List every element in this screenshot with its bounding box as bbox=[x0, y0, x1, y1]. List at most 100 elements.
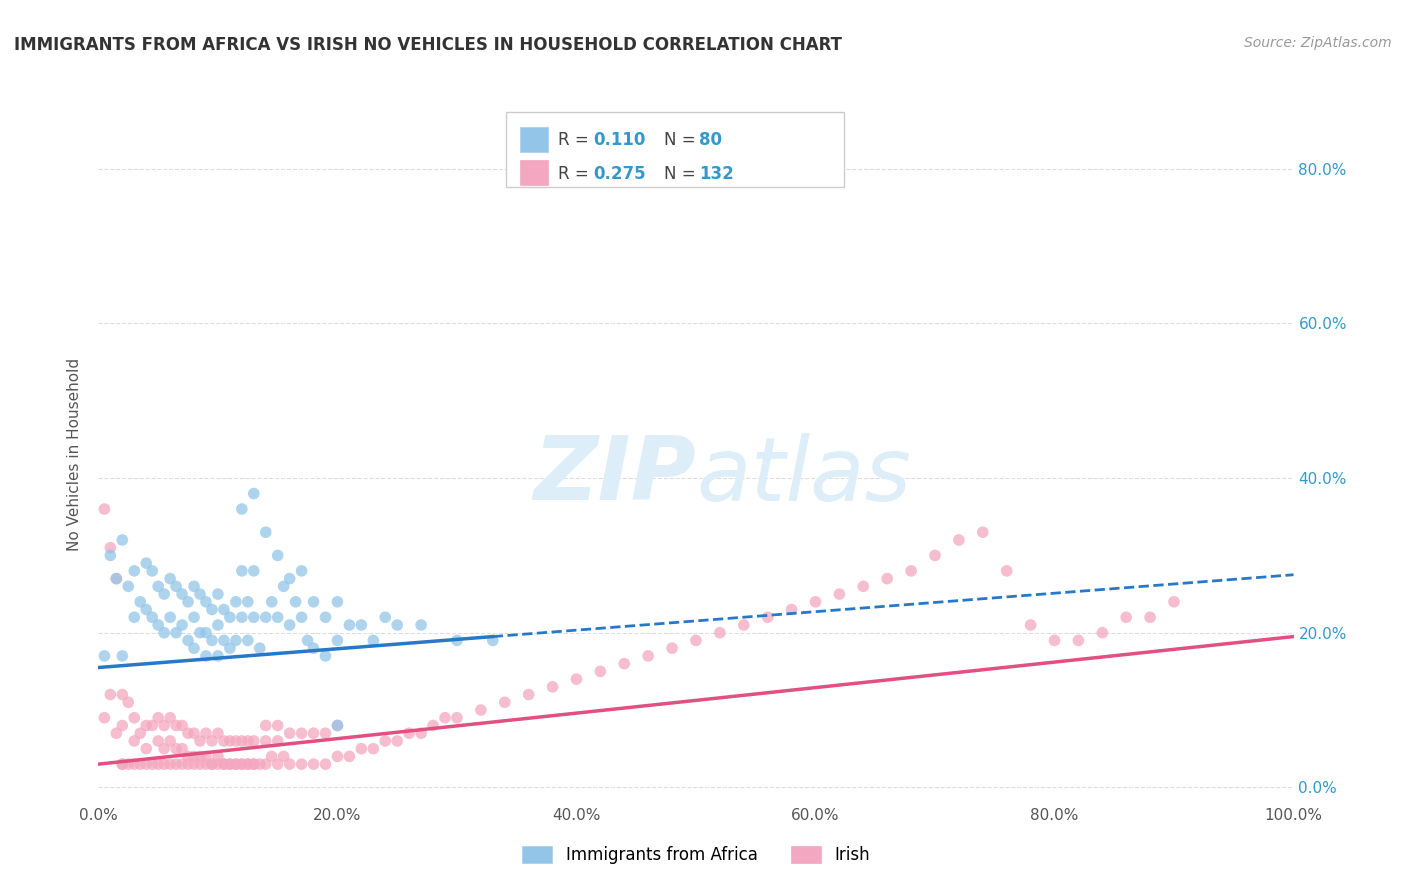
Point bbox=[243, 734, 266, 748]
Point bbox=[1067, 633, 1090, 648]
Point bbox=[212, 602, 235, 616]
Point bbox=[225, 734, 247, 748]
Point bbox=[1019, 618, 1042, 632]
Point bbox=[297, 633, 319, 648]
Point bbox=[326, 749, 349, 764]
Point bbox=[165, 718, 187, 732]
Point bbox=[165, 579, 187, 593]
Text: atlas: atlas bbox=[696, 433, 911, 519]
Point bbox=[207, 618, 229, 632]
Point bbox=[225, 633, 247, 648]
Point bbox=[98, 549, 122, 563]
Point bbox=[828, 587, 851, 601]
Point bbox=[207, 587, 229, 601]
Point bbox=[278, 757, 301, 772]
Point bbox=[201, 734, 224, 748]
Point bbox=[273, 749, 295, 764]
Point bbox=[995, 564, 1018, 578]
Point bbox=[972, 525, 994, 540]
Point bbox=[422, 718, 444, 732]
Point bbox=[243, 486, 266, 500]
Point bbox=[172, 718, 194, 732]
Point bbox=[129, 757, 152, 772]
Point bbox=[291, 726, 314, 740]
Point bbox=[124, 711, 146, 725]
Point bbox=[339, 749, 361, 764]
Point bbox=[517, 688, 540, 702]
Point bbox=[225, 595, 247, 609]
Point bbox=[249, 641, 271, 656]
Point bbox=[117, 757, 139, 772]
Point bbox=[326, 633, 349, 648]
Point bbox=[148, 757, 170, 772]
Point bbox=[1139, 610, 1161, 624]
Point bbox=[243, 757, 266, 772]
Point bbox=[195, 726, 218, 740]
Point bbox=[195, 648, 218, 663]
Point bbox=[183, 726, 205, 740]
Text: 0.110: 0.110 bbox=[593, 131, 645, 149]
Point bbox=[260, 595, 283, 609]
Point bbox=[105, 572, 128, 586]
Point bbox=[172, 757, 194, 772]
Point bbox=[153, 718, 176, 732]
Point bbox=[172, 741, 194, 756]
Point bbox=[756, 610, 779, 624]
Point bbox=[135, 718, 157, 732]
Point bbox=[733, 618, 755, 632]
Point bbox=[188, 587, 211, 601]
Point bbox=[201, 602, 224, 616]
Point bbox=[111, 718, 134, 732]
Point bbox=[900, 564, 922, 578]
Point bbox=[124, 734, 146, 748]
Legend: Immigrants from Africa, Irish: Immigrants from Africa, Irish bbox=[516, 839, 876, 871]
Text: R =: R = bbox=[558, 131, 595, 149]
Point bbox=[148, 734, 170, 748]
Point bbox=[326, 718, 349, 732]
Point bbox=[254, 734, 277, 748]
Point bbox=[141, 610, 163, 624]
Point bbox=[135, 757, 157, 772]
Text: R =: R = bbox=[558, 165, 595, 183]
Point bbox=[207, 757, 229, 772]
Point bbox=[212, 734, 235, 748]
Point bbox=[231, 757, 253, 772]
Point bbox=[637, 648, 659, 663]
Point bbox=[105, 726, 128, 740]
Point bbox=[315, 648, 337, 663]
Text: 132: 132 bbox=[699, 165, 734, 183]
Point bbox=[236, 595, 259, 609]
Point bbox=[159, 572, 181, 586]
Point bbox=[111, 533, 134, 547]
Point bbox=[315, 757, 337, 772]
Point bbox=[219, 641, 242, 656]
Text: N =: N = bbox=[664, 165, 700, 183]
Point bbox=[398, 726, 420, 740]
Point bbox=[183, 749, 205, 764]
Point bbox=[302, 726, 325, 740]
Point bbox=[291, 610, 314, 624]
Point bbox=[254, 718, 277, 732]
Point bbox=[124, 610, 146, 624]
Point bbox=[924, 549, 946, 563]
Point bbox=[267, 718, 290, 732]
Point bbox=[165, 757, 187, 772]
Point bbox=[1091, 625, 1114, 640]
Point bbox=[236, 757, 259, 772]
Point bbox=[565, 672, 588, 686]
Point bbox=[111, 688, 134, 702]
Point bbox=[117, 579, 139, 593]
Point bbox=[183, 641, 205, 656]
Point bbox=[177, 749, 200, 764]
Point bbox=[195, 625, 218, 640]
Point bbox=[98, 541, 122, 555]
Point bbox=[135, 602, 157, 616]
Point bbox=[278, 726, 301, 740]
Point bbox=[267, 610, 290, 624]
Point bbox=[326, 595, 349, 609]
Point bbox=[141, 718, 163, 732]
Y-axis label: No Vehicles in Household: No Vehicles in Household bbox=[67, 359, 83, 551]
Point bbox=[948, 533, 970, 547]
Point bbox=[1163, 595, 1185, 609]
Point bbox=[231, 757, 253, 772]
